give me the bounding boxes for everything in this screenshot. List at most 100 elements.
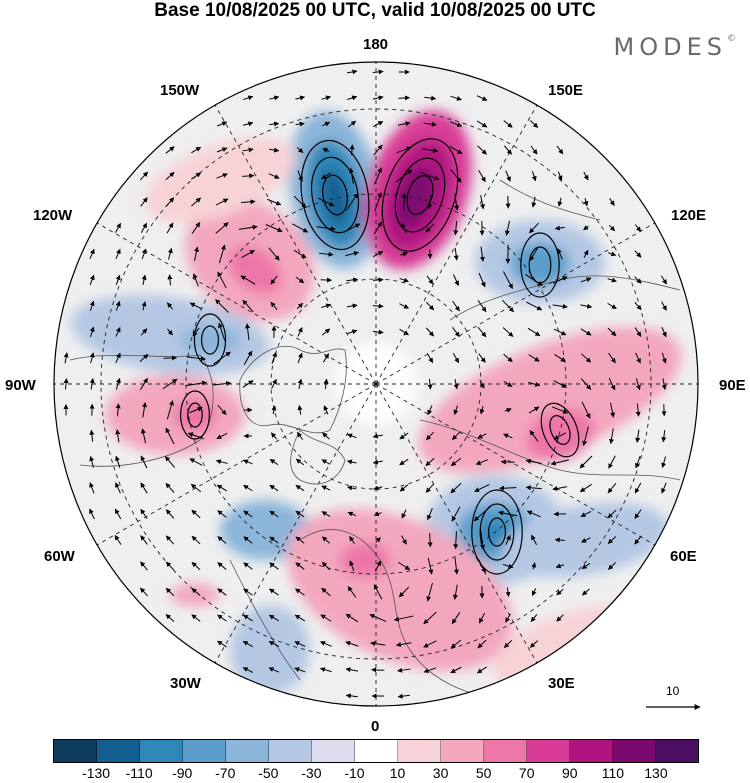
meridian-line — [96, 383, 377, 546]
wind-vector-arrow — [453, 379, 459, 390]
wind-vector-arrow — [345, 613, 359, 623]
wind-vector-arrow — [215, 222, 229, 234]
contour-ring — [180, 390, 211, 440]
wind-vector-arrow — [370, 641, 386, 647]
wind-vector-arrow — [321, 172, 331, 180]
wind-vector-arrow — [528, 381, 541, 387]
wind-vector-arrow — [607, 536, 617, 544]
wind-vector-arrow — [297, 404, 303, 415]
wind-vector-arrow — [194, 246, 199, 261]
wind-vector-arrow — [269, 588, 279, 596]
contour-ring — [549, 415, 571, 445]
wind-vector-arrow — [243, 95, 254, 101]
wind-vector-arrow — [317, 197, 335, 207]
wind-vector-arrow — [348, 167, 354, 184]
wind-vector-arrow — [217, 588, 227, 596]
wind-vector-arrow — [348, 120, 357, 128]
wind-vector-arrow — [553, 380, 567, 388]
wind-vector-arrow — [242, 614, 253, 622]
wind-vector-arrow — [557, 171, 563, 181]
wind-vector-arrow — [372, 459, 383, 465]
wind-vector-arrow — [401, 535, 407, 545]
wind-vector-arrow — [191, 222, 201, 234]
wind-vector-arrow — [139, 171, 149, 181]
wind-vector-arrow — [349, 535, 355, 544]
colorbar-tick-label: 30 — [432, 765, 449, 781]
wind-vector-arrow — [270, 432, 278, 440]
colorbar-bin — [355, 740, 398, 762]
wind-vector-arrow — [89, 377, 95, 390]
wind-vector-arrow — [115, 403, 121, 417]
wind-vector-arrow — [399, 458, 409, 466]
wind-vector-arrow — [427, 405, 433, 416]
wind-vector-arrow — [479, 379, 485, 389]
wind-vector-arrow — [375, 537, 381, 543]
anomaly-region — [396, 167, 434, 229]
wind-vector-arrow — [140, 455, 148, 469]
wind-vector-arrow — [580, 378, 592, 390]
wind-vector-arrow — [191, 588, 201, 596]
map-title: Base 10/08/2025 00 UTC, valid 10/08/2025… — [154, 0, 596, 21]
meridian-line — [375, 383, 538, 664]
wind-vector-arrow — [552, 406, 569, 414]
colorbar-tick-label: -130 — [82, 765, 111, 781]
wind-vector-arrow — [296, 431, 304, 440]
wind-vector-arrow — [528, 354, 540, 362]
wind-vector-arrow — [319, 667, 332, 673]
wind-vector-arrow — [399, 303, 410, 309]
contour-ring — [394, 157, 446, 233]
wind-vector-arrow — [607, 509, 617, 519]
wind-vector-arrow — [345, 192, 359, 212]
colorbar-tick-label: 110 — [601, 765, 625, 781]
wind-vector-arrow — [114, 508, 122, 520]
wind-vector-arrow — [610, 402, 616, 418]
colorbar-bin — [54, 740, 97, 762]
wind-vector-arrow — [401, 192, 407, 211]
wind-vector-arrow — [454, 193, 460, 211]
wind-vector-arrow — [321, 536, 331, 544]
wind-vector-arrow — [505, 534, 511, 545]
colorbar-bin — [527, 740, 570, 762]
wind-vector-arrow — [217, 510, 227, 518]
wind-vector-arrow — [167, 247, 173, 260]
anomaly-region — [510, 242, 570, 286]
wind-vector-arrow — [503, 271, 513, 289]
contour-ring — [471, 489, 523, 575]
wind-vector-arrow — [243, 350, 253, 366]
wind-vector-arrow — [165, 482, 175, 494]
wind-vector-arrow — [580, 353, 592, 363]
wind-vector-arrow — [449, 145, 463, 155]
wind-vector-arrow — [293, 195, 307, 209]
wind-vector-arrow — [213, 381, 232, 387]
wind-vector-arrow — [345, 640, 359, 647]
wind-vector-arrow — [89, 300, 95, 312]
wind-vector-arrow — [608, 455, 616, 469]
wind-vector-arrow — [114, 534, 122, 545]
wind-vector-arrow — [269, 121, 280, 127]
wind-vector-arrow — [241, 249, 255, 259]
wind-vector-arrow — [115, 429, 121, 443]
colorbar-tick-label: -110 — [125, 765, 153, 781]
wind-vector-arrow — [167, 328, 173, 336]
wind-vector-arrow — [240, 275, 256, 285]
wind-vector-arrow — [635, 455, 641, 469]
wind-vector-arrow — [165, 427, 175, 445]
wind-vector-arrow — [373, 485, 383, 491]
wind-vector-arrow — [162, 378, 178, 390]
wind-vector-arrow — [243, 121, 254, 127]
wind-vector-arrow — [374, 560, 382, 572]
colorbar-bin — [97, 740, 140, 762]
meridian-line — [375, 383, 656, 546]
lon-label-30w: 30W — [170, 675, 201, 692]
wind-vector-arrow — [345, 251, 359, 257]
wind-vector-arrow — [609, 428, 614, 445]
colorbar-bin — [570, 740, 613, 762]
wind-vector-arrow — [609, 198, 615, 207]
wind-vector-arrow — [553, 432, 567, 440]
wind-vector-arrow — [399, 277, 409, 283]
contour-ring — [310, 156, 360, 234]
wind-vector-arrow — [504, 145, 512, 155]
wind-vector-arrow — [115, 377, 121, 390]
colorbar-bin — [183, 740, 226, 762]
wind-vector-arrow — [635, 352, 641, 364]
